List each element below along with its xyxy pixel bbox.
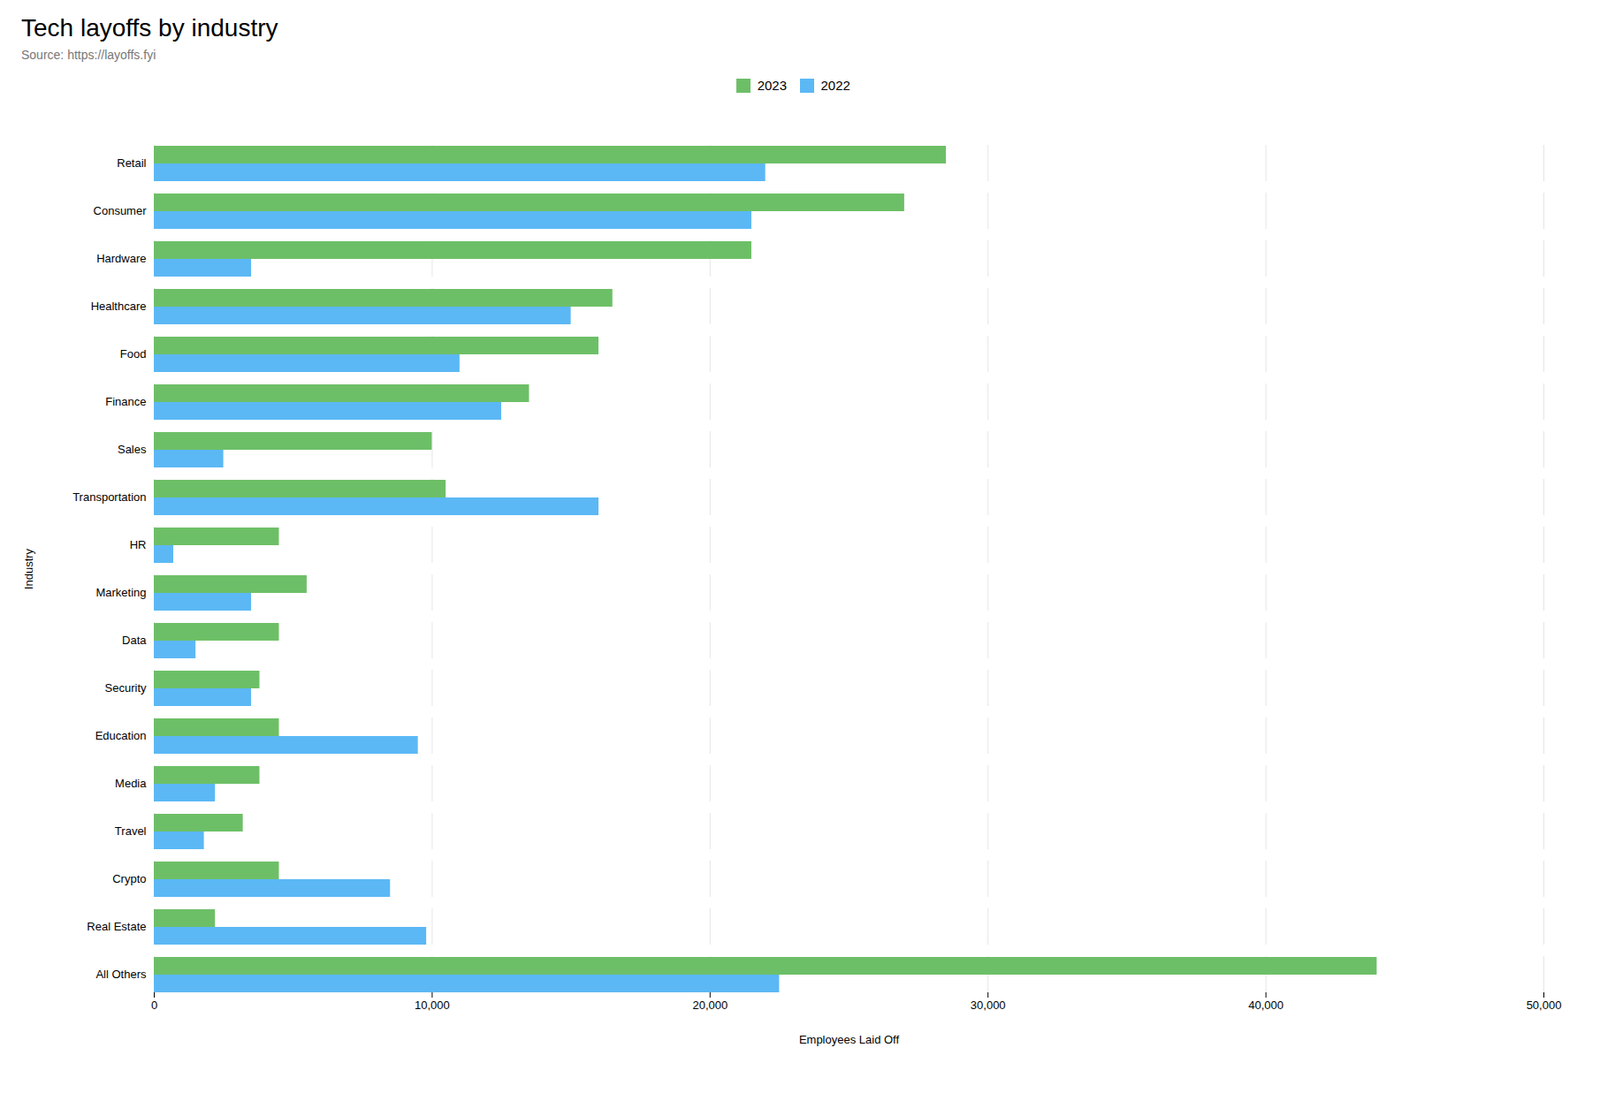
svg-text:Employees Laid Off: Employees Laid Off — [799, 1032, 900, 1046]
svg-text:Media: Media — [114, 777, 147, 791]
svg-text:30,000: 30,000 — [970, 998, 1006, 1012]
svg-text:Industry: Industry — [22, 548, 36, 590]
svg-text:HR: HR — [129, 538, 147, 552]
svg-text:Finance: Finance — [105, 395, 146, 409]
html-text:Tech layoffs by industry: Tech layoffs by industry — [21, 14, 279, 42]
svg-text:10,000: 10,000 — [414, 998, 450, 1012]
svg-text:Transportation: Transportation — [72, 490, 146, 504]
svg-text:Travel: Travel — [114, 824, 147, 839]
svg-text:Real Estate: Real Estate — [86, 920, 146, 934]
svg-text:Healthcare: Healthcare — [91, 299, 147, 313]
svg-text:Consumer: Consumer — [93, 204, 148, 218]
svg-text:20,000: 20,000 — [692, 998, 728, 1012]
svg-text:40,000: 40,000 — [1248, 998, 1284, 1012]
svg-text:Hardware: Hardware — [96, 251, 146, 266]
svg-text:Security: Security — [105, 681, 147, 695]
html-text:2022: 2022 — [820, 77, 851, 93]
html-text:Source: https://layoffs.fyi: Source: https://layoffs.fyi — [21, 47, 156, 62]
svg-text:Data: Data — [121, 633, 147, 648]
svg-text:Sales: Sales — [117, 442, 147, 457]
svg-text:All Others: All Others — [95, 967, 147, 982]
svg-text:Education: Education — [95, 729, 147, 743]
svg-text:Retail: Retail — [116, 156, 146, 170]
svg-text:Marketing: Marketing — [95, 586, 146, 600]
svg-text:Food: Food — [120, 347, 147, 361]
svg-text:50,000: 50,000 — [1526, 998, 1562, 1012]
svg-text:Crypto: Crypto — [112, 872, 146, 886]
svg-text:0: 0 — [151, 998, 158, 1012]
html-text:2023: 2023 — [757, 77, 787, 93]
